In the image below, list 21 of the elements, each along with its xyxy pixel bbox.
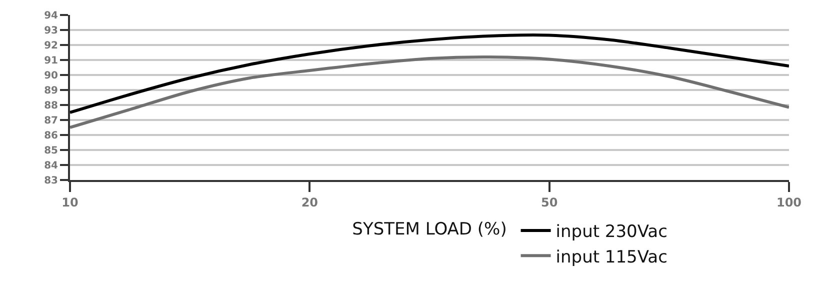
x-tick-label: 50: [540, 195, 558, 210]
y-tick-label: 86: [44, 130, 58, 142]
y-tick-label: 83: [44, 176, 58, 186]
y-tick-label: 93: [44, 26, 58, 36]
line-series: [70, 34, 789, 114]
legend-label: input 115Vac: [556, 247, 668, 268]
y-tick-label: 85: [44, 146, 58, 156]
y-tick-label: 88: [44, 100, 58, 112]
y-tick-label: 94: [44, 10, 58, 22]
y-tick-label: 92: [44, 40, 58, 52]
y-tick-label: 91: [44, 56, 58, 66]
x-tick-label: 20: [301, 195, 318, 210]
x-tick-label: 100: [776, 195, 802, 210]
line-series: [70, 55, 789, 129]
y-tick-label: 84: [44, 160, 58, 172]
x-axis-title: SYSTEM LOAD (%): [352, 219, 507, 240]
x-tick-label: 10: [62, 195, 78, 210]
y-tick-label: 89: [44, 86, 58, 96]
y-tick-label: 90: [44, 70, 58, 82]
y-tick-label: 87: [44, 116, 58, 126]
legend-label: input 230Vac: [556, 222, 668, 242]
